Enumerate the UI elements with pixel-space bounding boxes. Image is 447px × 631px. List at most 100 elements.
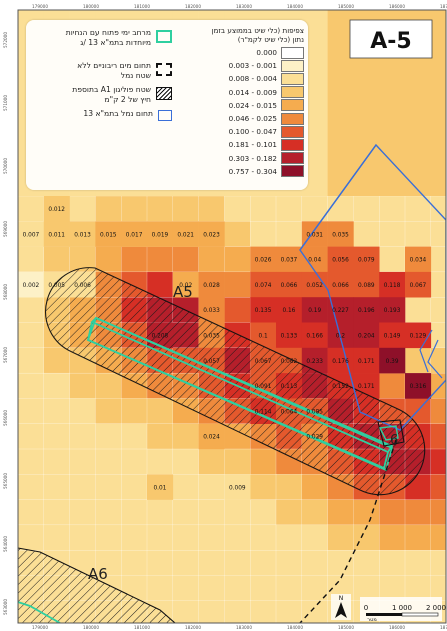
grid-cell [95,246,122,273]
cell-value: 0.021 [177,232,194,238]
cell-value: 0.033 [203,308,220,314]
density-class-5: 0.046 - 0.025 [176,112,304,125]
grid-cell [353,271,380,298]
density-class-swatch [281,72,304,85]
grid-cell [18,271,45,298]
grid-cell [18,398,45,425]
zone-legend-a1: שטח פוליגון A1 בתוספת חיץ של 2 ק"מ [32,85,172,109]
north-label: N [339,595,344,602]
grid-cell [95,221,122,247]
cell-value: 0.118 [384,283,401,289]
cell-value: 0.066 [281,283,298,289]
grid-cell [43,372,71,399]
grid-cell [198,575,225,602]
grid-cell [327,246,354,273]
grid-cell [146,195,174,222]
density-class-4: 0.024 - 0.015 [176,99,304,112]
grid-cell [146,448,174,475]
grid-cell [172,221,199,247]
cell-value: 0.029 [306,435,323,441]
cell-value: 0.023 [203,232,220,238]
cell-value: 0.114 [255,409,272,415]
grid-cell [379,221,406,248]
density-class-label: 0.757 - 0.304 [228,166,277,176]
tick-top: 180000 [83,4,99,9]
a6-buffer-polygon [18,547,176,623]
grid-cell [275,524,303,551]
cell-value: 0.02 [179,283,192,289]
density-class-swatch [281,99,304,112]
grid-cell [353,246,380,273]
cell-value: 0.129 [410,333,427,339]
grid-cell [18,423,45,450]
zone-dev-line1: מרחב ימי פתוח עם הנחיות [65,28,151,37]
scale-label-0: 0 [364,604,368,612]
zones-legend: מרחב ימי פתוח עם הנחיות מיוחדות בתמ"א 13… [32,28,172,125]
zone-sov-line1: תחום מים ריבוניים ללא [77,61,151,70]
grid-cell [250,221,277,248]
tick-left: 564000 [3,536,8,552]
grid-cell [18,322,45,349]
grid-cell [43,499,71,526]
grid-cell [224,499,251,526]
grid-cell [69,221,96,247]
cell-value: 0.067 [410,283,427,289]
grid-cell [43,347,71,374]
hatched-polygon-icon [156,87,172,100]
grid-cell [95,398,122,425]
density-class-1: 0.003 - 0.001 [176,59,304,72]
cell-value: 0.204 [358,333,375,339]
grid-cell [95,474,122,501]
port-boundary [299,143,446,431]
density-class-9: 0.757 - 0.304 [176,165,304,178]
density-class-label: 0.008 - 0.004 [228,74,277,84]
a6-dev-zone [18,601,61,623]
grid-cell [301,297,328,323]
sovereign-waters-boundary [299,439,397,623]
grid-cell [327,550,354,576]
cell-value: 0.089 [358,283,375,289]
grid-cell [327,322,354,349]
zone-legend-sov: תחום מים ריבוניים ללא שטח נמל [32,61,172,85]
grid-cell [198,271,225,298]
grid-cell [276,246,303,273]
map-frame [17,9,447,624]
grid-cell [18,246,45,273]
tick-bottom: 186000 [389,625,405,630]
cell-value: 0.19 [308,308,321,314]
cell-value: 0.04 [308,258,321,264]
density-class-label: 0.303 - 0.182 [228,153,277,163]
cell-value: 0.002 [23,283,40,289]
density-class-label: 0.024 - 0.015 [228,100,277,110]
tick-left: 567000 [3,347,8,363]
grid-cell [172,499,200,526]
grid-cell [430,524,446,551]
tick-left: 566000 [3,410,8,426]
density-class-swatch [281,138,304,151]
cell-value: 0.037 [281,258,298,264]
grid-cell [224,448,251,475]
grid-cell [146,423,174,450]
grid-cell [430,398,446,425]
density-class-label: 0.003 - 0.001 [228,61,277,71]
cell-value: 0.074 [255,283,272,289]
cell-value: 0.171 [358,359,375,365]
grid-cell [224,195,251,222]
cell-value: 0.067 [255,359,272,365]
grid-cell [301,322,328,349]
label-a5: A5 [173,283,193,301]
grid-cell [69,499,96,526]
grid-cell [301,474,329,501]
grid-cell [379,271,406,298]
label-a6: A6 [88,565,108,583]
grid-cell [147,221,174,247]
density-class-8: 0.303 - 0.182 [176,152,304,165]
cell-value: 0.208 [152,333,169,339]
tick-bottom: 181000 [134,625,150,630]
grid-cell [95,195,122,222]
grid-cell [224,297,251,323]
grid-cell [198,499,225,526]
grid-cell [404,499,432,526]
grid-cell [327,499,354,526]
cell-value: 0.026 [255,258,272,264]
